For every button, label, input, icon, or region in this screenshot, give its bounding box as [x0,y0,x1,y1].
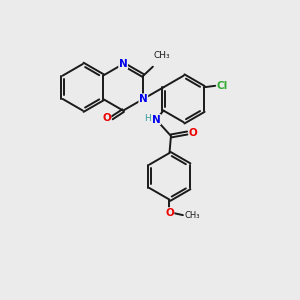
Text: CH₃: CH₃ [154,50,170,59]
Text: O: O [189,128,198,138]
Text: N: N [139,94,148,104]
Text: O: O [102,113,111,123]
Text: N: N [152,115,161,124]
Text: Cl: Cl [217,81,228,91]
Text: CH₃: CH₃ [184,211,200,220]
Text: N: N [119,59,128,69]
Text: H: H [144,114,151,123]
Text: O: O [165,208,174,218]
